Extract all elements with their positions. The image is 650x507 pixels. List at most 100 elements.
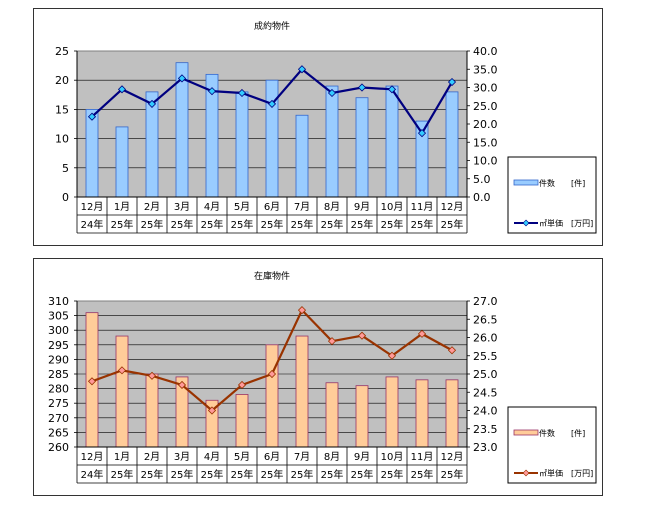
category-year-label: 25年 — [171, 218, 194, 231]
bar-10 — [355, 97, 369, 198]
category-year-label: 25年 — [441, 468, 464, 481]
category-month-label: 5月 — [234, 201, 250, 213]
legend-line-unit: [万円] — [571, 469, 593, 478]
category-year-label: 25年 — [321, 468, 344, 481]
category-year-label: 25年 — [201, 468, 224, 481]
line-point-2 — [117, 366, 127, 375]
left-tick-label: 10 — [55, 133, 69, 146]
category-month-label: 9月 — [354, 451, 370, 463]
legend-line-name: ㎡単価 — [539, 468, 563, 478]
category-year-label: 25年 — [291, 468, 314, 481]
category-year-label: 24年 — [81, 468, 104, 481]
bar-8 — [295, 335, 309, 448]
line-point-2 — [117, 85, 127, 94]
bar-1 — [85, 109, 99, 198]
bar-11 — [385, 85, 399, 198]
line-point-3 — [147, 99, 157, 108]
left-tick-label: 265 — [48, 426, 69, 439]
legend-line-marker — [522, 219, 530, 227]
right-tick-label: 15.0 — [473, 136, 498, 149]
category-year-label: 25年 — [111, 218, 134, 231]
legend-bar-swatch — [513, 179, 539, 186]
legend-line-marker — [522, 469, 530, 477]
line-point-7 — [267, 369, 277, 379]
category-year-label: 25年 — [411, 218, 434, 231]
bar-13 — [445, 91, 459, 198]
line-point-8 — [297, 65, 307, 74]
right-tick-label: 25.0 — [473, 100, 498, 113]
category-month-label: 11月 — [411, 451, 434, 463]
category-year-label: 25年 — [231, 218, 254, 231]
category-month-label: 12月 — [81, 201, 104, 213]
bar-9 — [325, 382, 339, 448]
left-tick-label: 310 — [48, 295, 69, 308]
bar-10 — [355, 385, 369, 448]
bar-11 — [385, 376, 399, 448]
left-tick-label: 25 — [55, 45, 69, 58]
category-month-label: 11月 — [411, 201, 434, 213]
category-month-label: 3月 — [174, 201, 190, 213]
legend-box — [507, 156, 597, 234]
left-tick-label: 300 — [48, 324, 69, 337]
category-year-label: 25年 — [111, 468, 134, 481]
legend-bar-name: 件数 — [539, 178, 555, 188]
right-tick-label: 35.0 — [473, 63, 498, 76]
category-month-label: 12月 — [441, 201, 464, 213]
line-point-5 — [207, 406, 217, 415]
category-year-label: 25年 — [261, 468, 284, 481]
left-tick-label: 15 — [55, 103, 69, 116]
legend-box — [507, 406, 597, 484]
line-point-13 — [447, 346, 457, 355]
category-month-label: 1月 — [114, 451, 130, 463]
category-month-label: 12月 — [441, 451, 464, 463]
legend: 件数 [件] ㎡単価 [万円] — [507, 156, 597, 234]
category-month-label: 2月 — [144, 451, 160, 463]
left-tick-label: 305 — [48, 310, 69, 323]
right-tick-label: 5.0 — [473, 173, 491, 186]
category-year-label: 25年 — [171, 468, 194, 481]
left-tick-label: 295 — [48, 339, 69, 352]
legend-bar-name: 件数 — [539, 428, 555, 438]
chart-title: 在庫物件 — [254, 270, 290, 282]
chart-title: 成約物件 — [254, 20, 290, 32]
category-month-label: 7月 — [294, 201, 310, 213]
right-tick-label: 27.0 — [473, 295, 498, 308]
line-point-7 — [267, 99, 277, 108]
line-point-1 — [87, 377, 97, 386]
right-tick-label: 40.0 — [473, 45, 498, 58]
legend-line-unit: [万円] — [571, 219, 593, 228]
left-tick-label: 270 — [48, 412, 69, 425]
category-year-label: 25年 — [201, 218, 224, 231]
left-tick-label: 275 — [48, 397, 69, 410]
left-tick-label: 290 — [48, 353, 69, 366]
line-point-12 — [417, 329, 427, 338]
category-month-label: 7月 — [294, 451, 310, 463]
category-year-label: 24年 — [81, 218, 104, 231]
right-tick-label: 26.0 — [473, 332, 498, 345]
right-tick-label: 24.0 — [473, 405, 498, 418]
chart-contract-svg: 成約物件 0 5 10 15 20 25 0.0 5.0 10.0 15.0 20.0 25.0 30.0… — [55, 20, 597, 234]
category-year-label: 25年 — [321, 218, 344, 231]
category-month-label: 1月 — [114, 201, 130, 213]
category-year-label: 25年 — [381, 468, 404, 481]
category-month-label: 9月 — [354, 201, 370, 213]
left-tick-label: 285 — [48, 368, 69, 381]
category-month-label: 12月 — [81, 451, 104, 463]
category-month-label: 3月 — [174, 451, 190, 463]
bar-3 — [145, 373, 159, 448]
line-point-10 — [357, 83, 367, 92]
category-month-label: 8月 — [324, 451, 340, 463]
legend-bar-unit: [件] — [571, 428, 585, 438]
category-year-label: 25年 — [291, 218, 314, 231]
legend-bar-swatch — [513, 429, 539, 436]
category-year-label: 25年 — [141, 468, 164, 481]
legend: 件数 [件] ㎡単価 [万円] — [507, 406, 597, 484]
bar-6 — [235, 394, 249, 448]
line-point-4 — [177, 380, 187, 390]
category-month-label: 10月 — [381, 451, 404, 463]
category-month-label: 4月 — [204, 201, 220, 213]
category-year-label: 25年 — [381, 218, 404, 231]
right-tick-label: 24.5 — [473, 386, 498, 399]
line-point-9 — [327, 337, 337, 346]
legend-bar-unit: [件] — [571, 178, 585, 188]
